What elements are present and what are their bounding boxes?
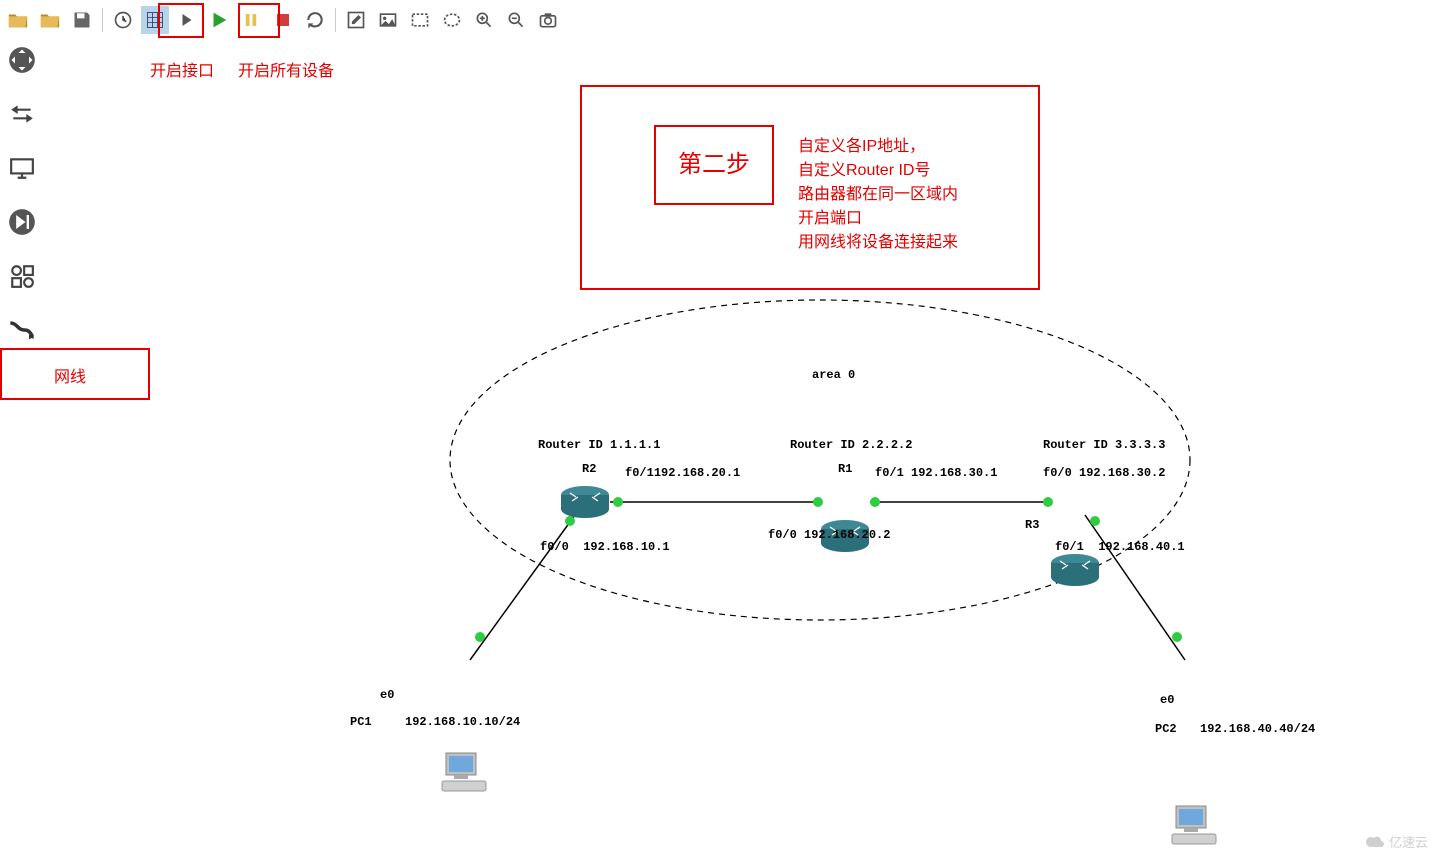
highlight-open-interface xyxy=(158,3,204,38)
clock-icon[interactable] xyxy=(109,6,137,34)
link-dot xyxy=(870,497,880,507)
pc1-iface: e0 xyxy=(380,688,394,702)
label-open-interface: 开启接口 xyxy=(150,60,214,84)
skip-icon[interactable] xyxy=(6,206,38,238)
link-dot xyxy=(613,497,623,507)
step-line: 自定义各IP地址， xyxy=(798,135,958,159)
link-dot xyxy=(1090,516,1100,526)
r3-if1: f0/0 192.168.30.2 xyxy=(1043,466,1165,480)
pc1-ip: 192.168.10.10/24 xyxy=(405,715,520,729)
highlight-start-all xyxy=(238,3,280,38)
select-ellipse-icon[interactable] xyxy=(438,6,466,34)
image-icon[interactable] xyxy=(374,6,402,34)
pc2-name: PC2 xyxy=(1155,722,1177,736)
link-dot xyxy=(813,497,823,507)
move-icon[interactable] xyxy=(6,44,38,76)
select-rect-icon[interactable] xyxy=(406,6,434,34)
r1-id: Router ID 2.2.2.2 xyxy=(790,438,912,452)
arrows-lr-icon[interactable] xyxy=(6,98,38,130)
play-all-icon[interactable] xyxy=(205,6,233,34)
step-box-body: 自定义各IP地址， 自定义Router ID号 路由器都在同一区域内 开启端口 … xyxy=(798,135,958,255)
step-line: 开启端口 xyxy=(798,207,958,231)
r1-if2: f0/0 192.168.20.2 xyxy=(768,528,890,542)
link-dot xyxy=(1172,632,1182,642)
link-dot xyxy=(475,632,485,642)
step-line: 路由器都在同一区域内 xyxy=(798,183,958,207)
step-line: 用网线将设备连接起来 xyxy=(798,231,958,255)
step-box-title: 第二步 xyxy=(678,147,750,183)
tool-group-icon[interactable] xyxy=(6,260,38,292)
edit-icon[interactable] xyxy=(342,6,370,34)
r2-if2: f0/0 192.168.10.1 xyxy=(540,540,670,554)
pc1[interactable] xyxy=(440,747,488,795)
link-dot xyxy=(565,516,575,526)
step-line: 自定义Router ID号 xyxy=(798,159,958,183)
r2-id: Router ID 1.1.1.1 xyxy=(538,438,660,452)
watermark: 亿速云 xyxy=(1365,832,1428,851)
router-r3[interactable] xyxy=(1050,553,1100,587)
pc2-ip: 192.168.40.40/24 xyxy=(1200,722,1315,736)
monitor-icon[interactable] xyxy=(6,152,38,184)
link-dot xyxy=(1043,497,1053,507)
router-r2[interactable] xyxy=(560,485,610,519)
pc1-name: PC1 xyxy=(350,715,372,729)
pc2[interactable] xyxy=(1170,800,1218,848)
r3-name: R3 xyxy=(1025,518,1039,532)
label-cable: 网线 xyxy=(54,366,86,390)
step-box-title-box: 第二步 xyxy=(654,125,774,205)
r3-id: Router ID 3.3.3.3 xyxy=(1043,438,1165,452)
label-start-all: 开启所有设备 xyxy=(238,60,334,84)
area-label: area 0 xyxy=(812,368,855,382)
zoom-in-icon[interactable] xyxy=(470,6,498,34)
open-folder-icon[interactable] xyxy=(4,6,32,34)
left-toolbar xyxy=(4,44,40,346)
reload-icon[interactable] xyxy=(301,6,329,34)
r1-name: R1 xyxy=(838,462,852,476)
cable-icon[interactable] xyxy=(6,314,38,346)
open-folder-2-icon[interactable] xyxy=(36,6,64,34)
camera-icon[interactable] xyxy=(534,6,562,34)
r2-if1: f0/1192.168.20.1 xyxy=(625,466,740,480)
r3-if2: f0/1 192.168.40.1 xyxy=(1055,540,1185,554)
r1-if1: f0/1 192.168.30.1 xyxy=(875,466,997,480)
save-icon[interactable] xyxy=(68,6,96,34)
r2-name: R2 xyxy=(582,462,596,476)
zoom-out-icon[interactable] xyxy=(502,6,530,34)
pc2-iface: e0 xyxy=(1160,693,1174,707)
top-toolbar xyxy=(4,4,562,36)
